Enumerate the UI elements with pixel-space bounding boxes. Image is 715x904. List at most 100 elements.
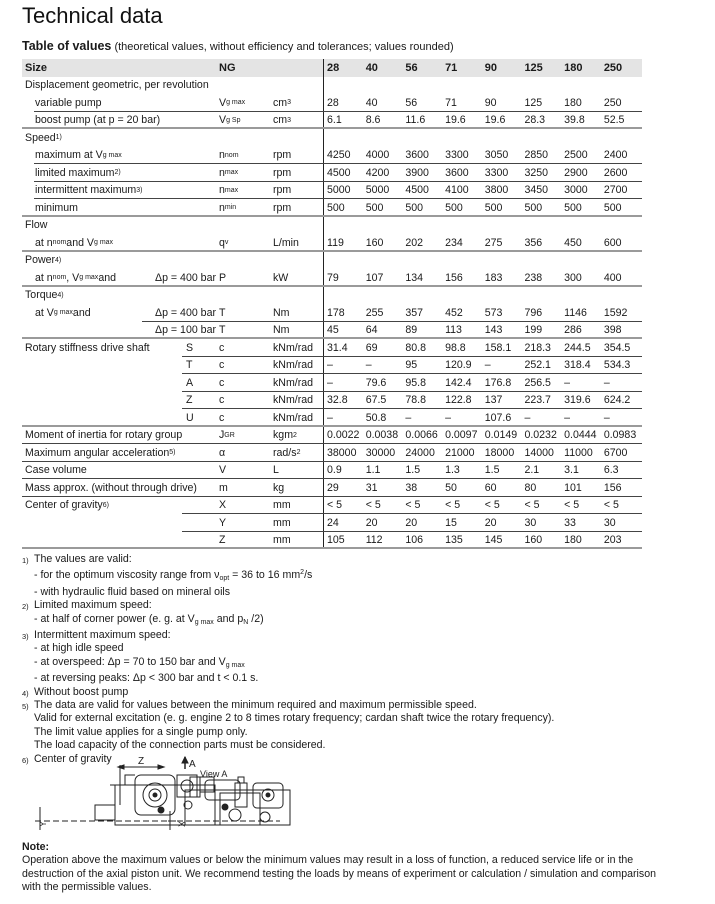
row-unit: kNm/rad — [273, 339, 323, 357]
row-condition: Δp = 400 bar — [155, 307, 216, 319]
text-segment: Nm — [273, 324, 290, 337]
table-header: Size NG 28 40 56 71 90 125 180 250 — [22, 59, 642, 77]
table-row: Maximum angular acceleration 5) α rad/s 2 380… — [22, 444, 642, 462]
text-segment: limited maximum — [35, 166, 115, 179]
table-row: Case volume V L 0.9 1.1 1.5 1.3 1.5 2.1 3.1 6.3 — [22, 461, 642, 479]
text-segment: 3 — [287, 116, 292, 124]
value-cell: 50 — [445, 481, 457, 494]
text-segment: - for the optimum viscosity range from ν — [34, 569, 220, 582]
value-cell — [363, 129, 403, 147]
table-row: Moment of inertia for rotary group J GR kgm… — [22, 426, 642, 444]
text-segment: 3 — [287, 99, 292, 107]
footnote-number: 5) — [22, 702, 29, 712]
text-segment: N — [243, 618, 249, 626]
row-symbol: T — [219, 322, 273, 340]
value-cell: 14000 — [524, 446, 554, 459]
value-cell — [601, 129, 641, 147]
value-cell: 4500 — [323, 164, 363, 182]
text-segment: and — [98, 271, 116, 284]
value-cell: 18000 — [484, 446, 515, 459]
row-symbol: c — [219, 409, 273, 427]
row-label — [22, 514, 219, 532]
value-cell: 2400 — [603, 149, 628, 162]
value-cell: 79.6 — [365, 376, 387, 389]
text-segment: m — [219, 481, 228, 494]
note-heading: Note: — [22, 841, 50, 853]
row-symbol — [219, 217, 273, 235]
value-cell: 71 — [445, 96, 457, 109]
value-cell: 319.6 — [564, 394, 591, 407]
value-cell: 90 — [484, 96, 497, 109]
value-cell — [521, 252, 561, 270]
row-symbol — [219, 77, 273, 95]
value-cell — [402, 252, 442, 270]
text-segment: - at overspeed: Δp = 70 to 150 bar and V — [34, 655, 226, 668]
value-cell: 450 — [564, 236, 582, 249]
value-cell: 142.4 — [445, 376, 472, 389]
value-cell: 24 — [323, 514, 363, 532]
text-segment: Rotary stiffness drive shaft — [25, 341, 150, 354]
value-cell: 500 — [603, 201, 622, 214]
value-cell: 69 — [365, 341, 378, 354]
value-cell: 534.3 — [603, 359, 631, 372]
value-cell: 134 — [405, 271, 424, 284]
value-cell: 40 — [365, 96, 378, 109]
row-label: intermittent maximum 3) — [22, 182, 219, 200]
row-unit: Nm — [273, 322, 323, 340]
table-row: Torque 4) — [22, 286, 642, 305]
row-label: Torque 4) — [22, 287, 219, 305]
value-cell — [402, 77, 442, 95]
row-unit: mm — [273, 514, 323, 532]
value-cell: 98.8 — [445, 341, 466, 354]
value-cell: 0.0066 — [405, 429, 438, 442]
text-segment: at V — [35, 306, 54, 319]
table-caption-note: (theoretical values, without efficiency … — [111, 41, 454, 53]
table-row: Mass approx. (without through drive) m kg 2… — [22, 479, 642, 497]
value-cell: 3050 — [484, 149, 509, 162]
text-segment: Δp = 400 bar — [155, 306, 216, 319]
text-segment: cm — [273, 96, 288, 109]
footnote-line: Center of gravity — [34, 753, 554, 766]
footnote-line: The data are valid for values between th… — [34, 699, 554, 712]
text-segment: rad/s — [273, 446, 297, 459]
value-cell: 600 — [603, 236, 622, 249]
text-segment: g max — [79, 274, 99, 282]
header-size-value: 28 — [323, 59, 363, 77]
text-segment: at n — [35, 236, 53, 249]
value-cell — [402, 217, 442, 235]
row-unit: rpm — [273, 199, 323, 217]
value-cell: 1.5 — [405, 464, 421, 477]
row-label: Mass approx. (without through drive) — [22, 479, 219, 497]
text-segment: A — [186, 376, 194, 389]
value-cell: < 5 — [445, 499, 461, 512]
text-segment: kNm/rad — [273, 376, 314, 389]
row-symbol: c — [219, 357, 273, 375]
value-cell: 357 — [405, 306, 424, 319]
value-cell: 30000 — [365, 446, 396, 459]
value-cell: 1146 — [564, 306, 587, 319]
value-cell: 0.0022 — [323, 426, 363, 444]
row-symbol: n nom — [219, 147, 273, 165]
row-label: Displacement geometric, per revolution — [22, 77, 219, 95]
text-segment: - at half of corner power (e. g. at V — [34, 612, 195, 625]
value-cell — [402, 129, 442, 147]
value-cell: 145 — [484, 534, 503, 547]
row-condition: S — [186, 342, 193, 354]
value-cell: 156 — [603, 481, 622, 494]
text-segment: g max — [226, 99, 246, 107]
value-cell: 80.8 — [405, 341, 426, 354]
text-segment: n — [219, 149, 225, 162]
text-segment: Valid for external excitation (e. g. eng… — [34, 712, 555, 725]
value-cell — [442, 252, 482, 270]
value-cell: – — [365, 359, 372, 372]
value-cell: 1.5 — [484, 464, 500, 477]
text-segment: n — [219, 166, 225, 179]
value-cell: < 5 — [603, 499, 619, 512]
footnote-line: - with hydraulic fluid based on mineral … — [34, 586, 554, 599]
text-segment: T — [186, 359, 193, 372]
